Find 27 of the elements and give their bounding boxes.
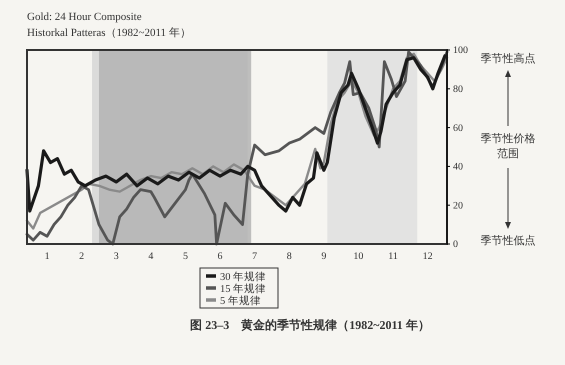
text: 季节性高点 (480, 52, 536, 65)
legend-label: 5 年规律 (220, 295, 261, 307)
x-tick-label: 7 (252, 251, 258, 262)
chart-subtitle: Historkal Patteras（1982~2011 年） (27, 27, 191, 39)
x-tick-label: 11 (388, 251, 398, 262)
caption: 图 23–3 黄金的季节性规律（1982~2011 年） (190, 318, 430, 332)
x-tick-label: 2 (79, 251, 84, 262)
text: 季节性低点 (480, 234, 536, 247)
x-tick-label: 4 (148, 251, 154, 262)
y-tick-label: 20 (453, 200, 463, 212)
y-tick-label: 0 (453, 239, 458, 250)
y-tick-label: 60 (453, 122, 463, 134)
legend-label: 15 年规律 (220, 283, 266, 295)
x-tick-label: 1 (44, 251, 50, 262)
x-tick-label: 5 (182, 251, 188, 262)
legend-label: 30 年规律 (220, 271, 266, 283)
x-tick-label: 6 (218, 251, 223, 262)
x-tick-label: 12 (422, 251, 433, 262)
x-tick-label: 10 (353, 251, 364, 262)
text: 季节性价格范围 (480, 132, 536, 160)
x-tick-label: 3 (114, 251, 119, 262)
x-tick-label: 9 (321, 251, 326, 262)
chart-title: Gold: 24 Hour Composite (27, 11, 142, 23)
y-tick-label: 100 (453, 45, 468, 56)
y-tick-label: 40 (453, 162, 463, 173)
x-tick-label: 8 (286, 251, 292, 262)
y-tick-label: 80 (453, 84, 463, 95)
